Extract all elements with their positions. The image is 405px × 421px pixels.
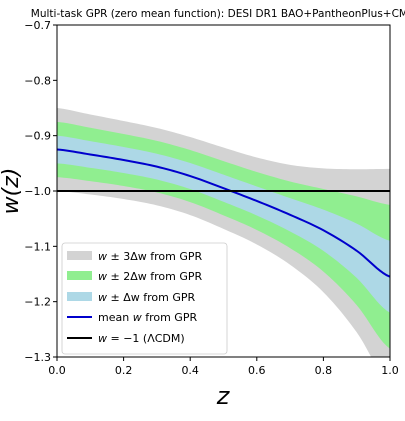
lines — [57, 148, 390, 278]
legend-box — [61, 242, 228, 355]
legend-label-band3: w ± 3Δw from GPR — [98, 250, 202, 263]
legend-swatch-band1 — [67, 292, 92, 301]
legend-label-band1: w ± Δw from GPR — [98, 291, 195, 304]
legend-swatch-band2 — [67, 271, 92, 280]
y-tick-label: −0.7 — [24, 19, 51, 32]
chart-title: Multi-task GPR (zero mean function): DES… — [31, 8, 405, 20]
x-tick-label: 0.4 — [181, 364, 199, 377]
x-tick-label: 0.2 — [115, 364, 133, 377]
plot-area — [57, 108, 390, 357]
band-1sigma — [57, 135, 390, 313]
y-tick-label: −1.2 — [24, 296, 51, 309]
x-tick-label: 1.0 — [381, 364, 399, 377]
y-tick-label: −1.3 — [24, 351, 51, 364]
x-axis-label: z — [216, 382, 231, 410]
y-tick-label: −1.0 — [24, 185, 51, 198]
y-tick-label: −0.9 — [24, 130, 51, 143]
y-tick-label: −1.1 — [24, 240, 51, 253]
band-2sigma — [57, 121, 390, 349]
x-tick-label: 0.8 — [315, 364, 333, 377]
x-tick-label: 0.6 — [248, 364, 266, 377]
bands — [57, 108, 390, 357]
legend-label-band2: w ± 2Δw from GPR — [98, 270, 202, 283]
y-tick-label: −0.8 — [24, 74, 51, 87]
mean-w-line — [57, 148, 390, 278]
x-tick-label: 0.0 — [48, 364, 66, 377]
legend-swatch-band3 — [67, 251, 92, 260]
x-axis: 0.0 0.2 0.4 0.6 0.8 1.0 — [48, 357, 399, 377]
legend: w ± 3Δw from GPR w ± 2Δw from GPR w ± Δw… — [61, 242, 228, 355]
y-axis-label: w(z) — [0, 168, 24, 215]
legend-label-lcdm: w = −1 (ΛCDM) — [98, 332, 185, 345]
legend-label-mean: mean w from GPR — [98, 311, 197, 324]
y-axis: −1.3 −1.2 −1.1 −1.0 −0.9 −0.8 −0.7 — [24, 19, 57, 364]
